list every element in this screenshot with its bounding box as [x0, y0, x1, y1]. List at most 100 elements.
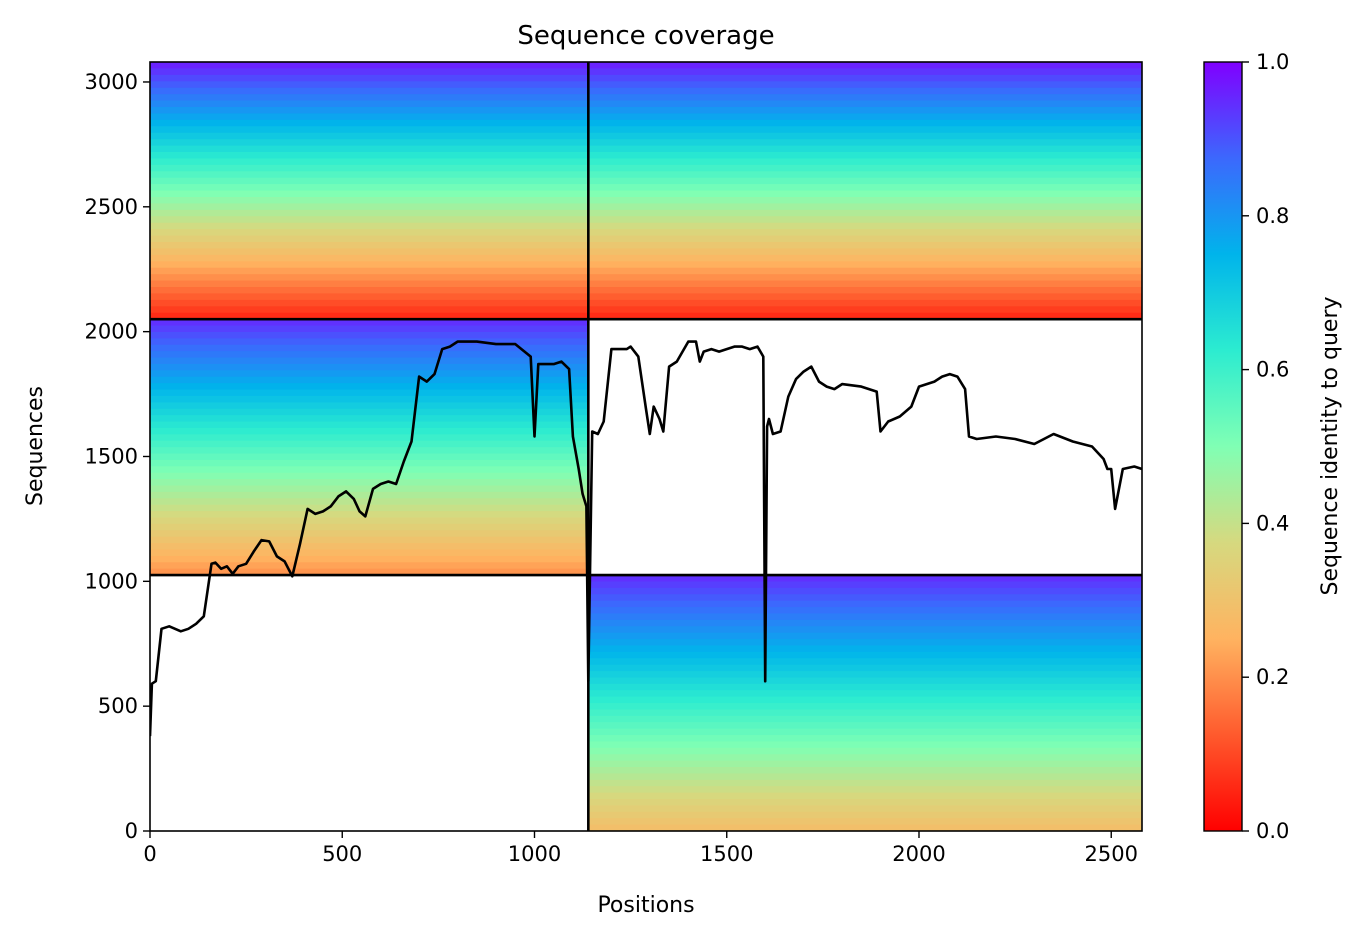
block-chain-1-rows [150, 319, 589, 576]
block-strip [150, 351, 589, 359]
block-strip [150, 62, 1142, 70]
block-strip [588, 779, 1142, 787]
block-strip [588, 703, 1142, 711]
block-strip [588, 619, 1142, 627]
block-strip [588, 645, 1142, 653]
block-strip [150, 415, 589, 423]
block-strip [588, 811, 1142, 819]
block-strip [588, 671, 1142, 679]
block-strip [150, 306, 1142, 314]
colorbar-tick-label: 0.2 [1256, 665, 1289, 689]
block-strip [150, 184, 1142, 192]
block-strip [150, 312, 1142, 320]
block-strip [150, 549, 589, 557]
block-chain-2-rows [588, 575, 1142, 831]
block-strip [150, 370, 589, 378]
block-strip [150, 177, 1142, 185]
block-strip [150, 395, 589, 403]
colorbar-tick-label: 1.0 [1256, 50, 1289, 74]
block-strip [588, 805, 1142, 813]
x-tick-label: 500 [322, 842, 362, 866]
block-strip [150, 383, 589, 391]
block-strip [150, 107, 1142, 115]
block-strip [150, 325, 589, 333]
block-strip [150, 132, 1142, 140]
block-strip [588, 709, 1142, 717]
coverage-line-group [150, 340, 1142, 737]
y-axis-label: Sequences [23, 386, 48, 506]
block-strip [588, 626, 1142, 634]
block-strip [150, 440, 589, 448]
block-strip [150, 447, 589, 455]
block-strip [150, 536, 589, 544]
block-strip [150, 113, 1142, 121]
block-strip [150, 408, 589, 416]
x-tick-label: 1500 [700, 842, 753, 866]
y-tick-label: 2000 [85, 320, 138, 344]
block-strip [150, 235, 1142, 243]
block-both-chains-rows [150, 62, 1142, 320]
block-strip [150, 242, 1142, 250]
block-strip [150, 344, 589, 352]
block-strip [150, 485, 589, 493]
block-strip [588, 715, 1142, 723]
block-strip [588, 658, 1142, 666]
block-strip [588, 741, 1142, 749]
x-axis: 0 500 1000 1500 2000 2500 [143, 831, 1138, 866]
y-tick-label: 500 [98, 694, 138, 718]
x-tick-label: 0 [143, 842, 156, 866]
block-strip [150, 164, 1142, 172]
block-strip [588, 607, 1142, 615]
block-strip [588, 773, 1142, 781]
block-strip [588, 632, 1142, 640]
block-strip [150, 543, 589, 551]
block-strip [588, 683, 1142, 691]
block-strip [150, 158, 1142, 166]
block-strip [150, 331, 589, 339]
block-strip [150, 126, 1142, 134]
block-strip [150, 363, 589, 371]
colorbar-label: Sequence identity to query [1318, 296, 1343, 595]
block-strip [150, 319, 589, 327]
y-tick-label: 1000 [85, 569, 138, 593]
block-strip [150, 100, 1142, 108]
block-strip [588, 824, 1142, 831]
x-tick-label: 2000 [892, 842, 945, 866]
block-strip [588, 767, 1142, 775]
block-strip [150, 248, 1142, 256]
block-strip [150, 504, 589, 512]
block-strip [588, 696, 1142, 704]
block-strip [150, 453, 589, 461]
coverage-blocks [150, 62, 1142, 831]
colorbar-tick-label: 0.6 [1256, 358, 1289, 382]
block-strip [150, 229, 1142, 237]
block-strip [150, 94, 1142, 102]
block-strip [150, 261, 1142, 269]
block-strip [150, 357, 589, 365]
block-strip [588, 677, 1142, 685]
block-strip [150, 517, 589, 525]
block-strip [150, 459, 589, 467]
block-strip [150, 81, 1142, 89]
block-strip [150, 254, 1142, 262]
block-strip [588, 722, 1142, 730]
block-strip [588, 690, 1142, 698]
block-strip [588, 735, 1142, 743]
block-strip [150, 523, 589, 531]
x-tick-label: 1000 [508, 842, 561, 866]
block-strip [588, 581, 1142, 589]
block-strip [588, 747, 1142, 755]
block-strip [588, 728, 1142, 736]
block-strip [150, 267, 1142, 275]
block-strip [588, 651, 1142, 659]
block-strip [150, 479, 589, 487]
block-strip [150, 466, 589, 474]
block-strip [150, 222, 1142, 230]
block-strip [150, 287, 1142, 295]
block-strip [150, 68, 1142, 76]
block-strip [588, 587, 1142, 595]
block-strip [150, 389, 589, 397]
block-strip [150, 402, 589, 410]
block-strip [150, 421, 589, 429]
